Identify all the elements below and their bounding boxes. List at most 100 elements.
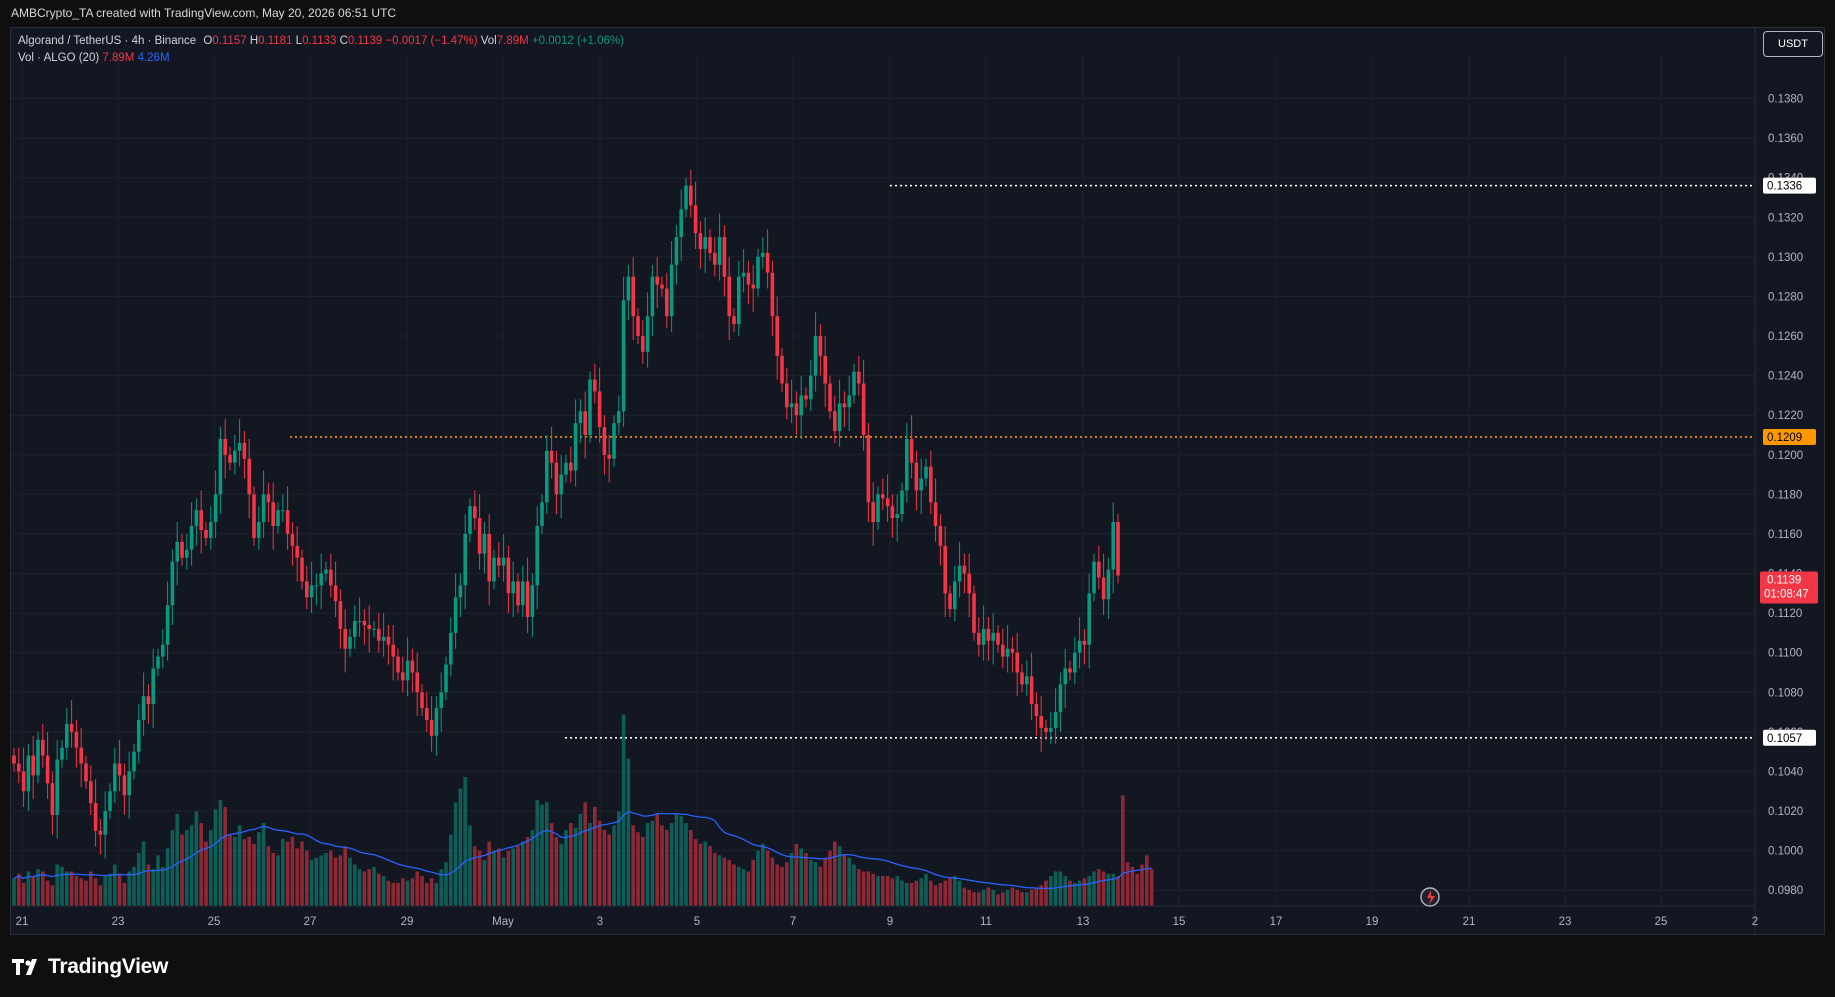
candle-body <box>1029 676 1034 705</box>
volume-bar <box>737 866 741 906</box>
candle-body <box>545 450 549 503</box>
volume-bar <box>65 871 69 906</box>
volume-bar <box>89 871 93 906</box>
candle-body <box>569 462 573 471</box>
candle-body <box>578 411 583 424</box>
candle-body <box>828 383 832 412</box>
candle-body <box>549 450 554 463</box>
candle-body <box>1106 569 1111 600</box>
price-tick-label: 0.0980 <box>1768 885 1803 897</box>
volume-bar <box>569 823 573 906</box>
volume-bar <box>401 878 405 906</box>
volume-bar <box>1068 880 1072 906</box>
time-tick-label: 29 <box>401 916 414 928</box>
volume-bar <box>525 836 530 906</box>
candle-body <box>305 581 309 598</box>
volume-bar <box>93 878 98 906</box>
volume-bar <box>914 880 919 906</box>
volume-bar <box>881 876 885 906</box>
candle-body <box>986 628 991 641</box>
candle-body <box>684 185 688 210</box>
time-axis: 21 23 25 27 29 May 3 5 7 9 11 13 15 17 19 21 23 25 2 <box>11 905 1758 928</box>
volume-bar <box>713 853 717 906</box>
volume-bar <box>583 802 587 906</box>
candle-body <box>463 533 467 586</box>
volume-bar <box>261 823 266 906</box>
candle-body <box>453 597 458 633</box>
volume-bar <box>761 843 765 906</box>
candle-body <box>957 565 962 582</box>
candle-body <box>554 462 559 495</box>
candle-body <box>180 541 184 558</box>
volume-bar <box>434 882 439 906</box>
volume-bar <box>156 855 160 906</box>
candle-body <box>689 185 693 206</box>
low-value: 0.1133 <box>302 35 337 47</box>
candle-body <box>665 288 669 317</box>
volume-bar <box>127 871 131 906</box>
volume-bar <box>425 882 429 906</box>
candle-body <box>223 438 227 455</box>
volume-bar <box>549 823 554 906</box>
volume-bar <box>199 823 203 906</box>
candle-body <box>636 316 640 337</box>
candle-body <box>271 502 275 527</box>
volume-bar <box>1087 876 1091 906</box>
candle-body <box>468 506 472 534</box>
candle-body <box>439 692 443 709</box>
volume-bar <box>141 841 146 906</box>
horizontal-levels <box>290 184 1755 739</box>
candle-body <box>751 284 755 289</box>
level-price-text: 0.1057 <box>1767 733 1802 745</box>
candle-body <box>141 696 146 720</box>
volume-bar <box>223 806 227 906</box>
volume-bar <box>852 864 856 906</box>
volume-bar <box>991 889 995 906</box>
volume-bar <box>833 841 837 906</box>
time-tick-label: 21 <box>16 916 29 928</box>
volume-bar <box>477 850 482 906</box>
volume-bar <box>905 882 909 906</box>
candle-body <box>194 510 199 527</box>
volume-bar <box>281 839 285 906</box>
volume-bar <box>588 823 592 906</box>
volume-bar <box>545 802 549 906</box>
candle-body <box>482 533 487 554</box>
candle-body <box>386 636 391 645</box>
volume-bar <box>247 836 251 906</box>
volume-bar <box>132 866 136 906</box>
volume-bar <box>1092 871 1096 906</box>
candle-body <box>175 541 179 562</box>
volume-bar <box>381 876 386 906</box>
candle-body <box>12 755 16 764</box>
volume-bar <box>497 848 501 906</box>
volume-bar <box>717 855 722 906</box>
candle-body <box>660 284 664 289</box>
volume-bar <box>161 866 165 906</box>
volume-bar <box>151 869 155 906</box>
candle-body <box>266 494 271 503</box>
volume-bar <box>458 788 463 906</box>
replay-icon-bolt <box>1427 890 1435 905</box>
volume-bar <box>242 839 247 906</box>
currency-button[interactable]: USDT <box>1763 31 1823 57</box>
volume-bar <box>1082 878 1087 906</box>
candle-body <box>996 632 1000 645</box>
candle-body <box>804 395 808 400</box>
time-tick-label: 25 <box>1655 916 1668 928</box>
volume-bar <box>276 855 280 906</box>
candle-body <box>761 252 765 257</box>
volume-bar <box>31 876 35 906</box>
price-tick-label: 0.1040 <box>1768 766 1803 778</box>
candle-body <box>933 502 938 527</box>
volume-bar <box>765 850 770 906</box>
volume-bar <box>348 857 352 906</box>
candle-body <box>1101 577 1106 600</box>
candle-body <box>1111 522 1115 570</box>
volume-bar <box>578 813 583 906</box>
volume-bar <box>612 825 616 906</box>
candle-body <box>353 621 357 637</box>
volume-bar <box>295 848 299 906</box>
volume-bar <box>386 880 391 906</box>
